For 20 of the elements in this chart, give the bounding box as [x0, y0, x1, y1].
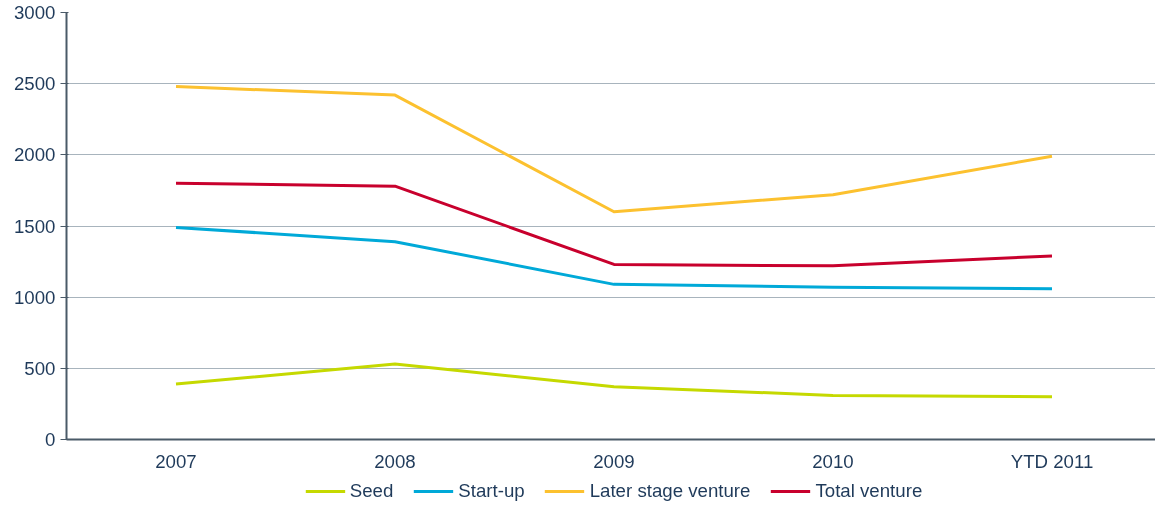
x-tick-label: YTD 2011	[1010, 450, 1094, 472]
x-tick-label: 2007	[155, 450, 197, 472]
line-series	[174, 362, 1054, 399]
legend-label: Later stage venture	[589, 480, 751, 502]
y-tick-label: 1500	[14, 215, 56, 237]
x-tick-label: 2010	[812, 450, 854, 472]
y-tick-label: 2000	[14, 144, 56, 166]
line-series	[174, 181, 1054, 268]
legend-label: Start-up	[458, 480, 525, 502]
y-tick-label: 500	[24, 357, 56, 379]
x-tick-label: 2008	[374, 450, 416, 472]
y-tick-label: 0	[45, 429, 56, 450]
y-tick-label: 3000	[14, 2, 56, 23]
legend-label: Total venture	[815, 480, 923, 502]
y-tick-label: 2500	[14, 73, 56, 95]
line-series	[174, 85, 1054, 214]
legend-label: Seed	[349, 480, 394, 502]
y-tick-label: 1000	[14, 286, 56, 308]
line-series	[174, 225, 1054, 291]
x-tick-label: 2009	[593, 450, 635, 472]
